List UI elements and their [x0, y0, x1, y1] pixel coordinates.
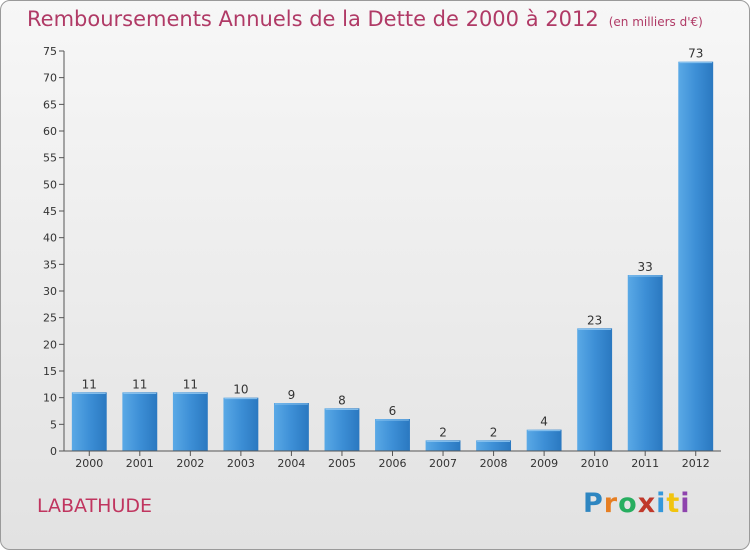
data-label: 23 — [587, 313, 602, 327]
bar — [627, 275, 663, 451]
y-tick-label: 60 — [43, 125, 57, 138]
logo-letter: r — [603, 488, 619, 519]
y-tick-label: 5 — [50, 418, 57, 431]
bar — [324, 408, 360, 451]
y-tick-label: 20 — [43, 338, 57, 351]
data-label: 2 — [439, 425, 447, 439]
y-tick-label: 10 — [43, 392, 57, 405]
data-label: 11 — [82, 377, 97, 391]
data-label: 11 — [132, 377, 147, 391]
logo-letter: P — [583, 488, 604, 519]
x-tick-label: 2002 — [176, 457, 204, 470]
x-tick-label: 2005 — [328, 457, 356, 470]
logo-letter: i — [656, 488, 667, 519]
x-tick-label: 2000 — [75, 457, 103, 470]
chart-subtitle: (en milliers d'€) — [608, 15, 703, 29]
x-tick-label: 2010 — [581, 457, 609, 470]
data-label: 2 — [490, 425, 498, 439]
bar — [678, 61, 714, 452]
y-tick-label: 30 — [43, 285, 57, 298]
logo-letter: x — [637, 488, 657, 519]
bars-group: 11 11 11 10 9 8 6 2 2 4 23 33 73 — [71, 47, 714, 452]
data-label: 9 — [288, 388, 296, 402]
x-tick-label: 2001 — [126, 457, 154, 470]
commune-name: LABATHUDE — [37, 495, 153, 517]
y-tick-label: 0 — [50, 445, 57, 458]
x-tick-label: 2007 — [429, 457, 457, 470]
x-tick-label: 2011 — [631, 457, 659, 470]
bar — [172, 392, 208, 451]
data-label: 8 — [338, 393, 346, 407]
bar — [526, 429, 562, 451]
proxiti-logo: Proxiti — [583, 488, 691, 519]
data-label: 6 — [389, 404, 397, 418]
y-tick-label: 65 — [43, 98, 57, 111]
x-tick-label: 2009 — [530, 457, 558, 470]
bar — [577, 328, 613, 451]
y-tick-label: 70 — [43, 72, 57, 85]
x-tick-label: 2012 — [682, 457, 710, 470]
bar — [476, 440, 512, 451]
data-label: 73 — [688, 47, 703, 61]
chart-title: Remboursements Annuels de la Dette de 20… — [27, 7, 703, 31]
x-tick-label: 2006 — [379, 457, 407, 470]
logo-letter: t — [666, 488, 681, 519]
y-tick-label: 40 — [43, 232, 57, 245]
y-tick-label: 25 — [43, 312, 57, 325]
y-tick-label: 15 — [43, 365, 57, 378]
axes-group: 0 5 10 15 20 25 30 35 40 45 50 55 60 65 70 75 2000 2001 20… — [43, 45, 721, 470]
bar — [223, 397, 259, 451]
bar — [425, 440, 461, 451]
data-label: 4 — [540, 415, 548, 429]
data-label: 10 — [233, 383, 248, 397]
y-tick-label: 75 — [43, 45, 57, 58]
y-tick-label: 35 — [43, 258, 57, 271]
y-tick-label: 45 — [43, 205, 57, 218]
bar — [122, 392, 158, 451]
data-label: 33 — [638, 260, 653, 274]
bar — [71, 392, 107, 451]
x-tick-label: 2004 — [277, 457, 305, 470]
x-tick-label: 2003 — [227, 457, 255, 470]
bar — [375, 419, 410, 451]
data-label: 11 — [183, 377, 198, 391]
logo-letter: o — [618, 488, 638, 519]
bar — [273, 403, 309, 451]
chart-title-text: Remboursements Annuels de la Dette de 20… — [27, 7, 599, 31]
y-tick-label: 50 — [43, 178, 57, 191]
x-tick-label: 2008 — [480, 457, 508, 470]
logo-letter: i — [680, 488, 691, 519]
y-tick-label: 55 — [43, 152, 57, 165]
